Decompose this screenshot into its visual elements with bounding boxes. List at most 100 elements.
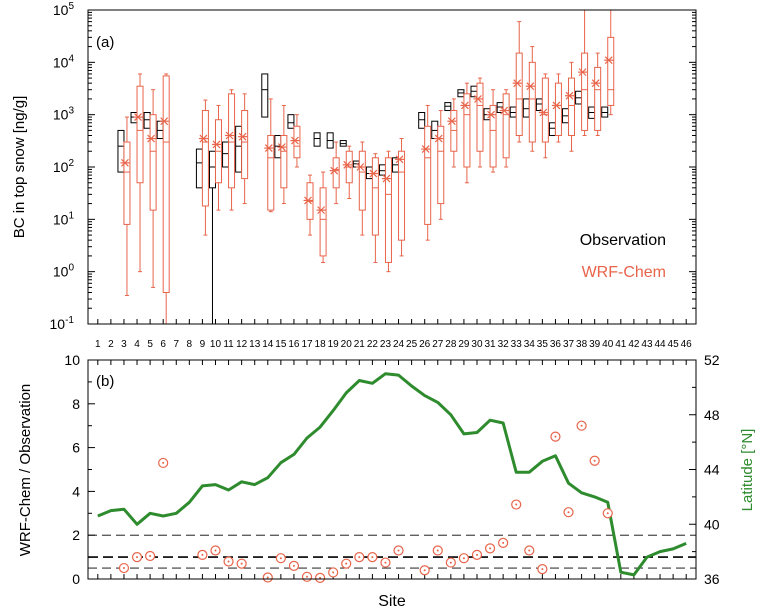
y-tick-label: 105 [53, 1, 75, 18]
ratio-marker-dot [332, 571, 335, 574]
ratio-marker-dot [292, 564, 295, 567]
site-tick-label: 34 [524, 339, 536, 350]
ratio-marker-dot [541, 568, 544, 571]
obs-box [378, 164, 386, 176]
site-tick-label: 9 [200, 339, 206, 350]
panel-b-y2-axis-label: Latitude [°N] [739, 429, 756, 512]
y-tick-exponent: 5 [68, 1, 74, 12]
y-tick-exponent: -1 [65, 315, 74, 326]
obs-box [235, 125, 243, 173]
wrf-box [358, 150, 366, 211]
obs-box [222, 141, 230, 168]
ratio-marker-dot [122, 567, 125, 570]
b-y2-tick-label: 44 [704, 462, 720, 478]
site-tick-label: 12 [236, 339, 248, 350]
y-tick-label: 104 [53, 53, 75, 70]
b-y-tick-label: 2 [72, 527, 80, 543]
wrf-box [437, 125, 445, 205]
y-tick-exponent: 3 [68, 106, 74, 117]
wrf-box [476, 82, 484, 152]
obs-box [548, 122, 556, 136]
obs-box [287, 114, 295, 129]
y-tick-exponent: 2 [68, 158, 74, 169]
site-tick-label: 8 [187, 339, 193, 350]
site-tick-label: 30 [471, 339, 483, 350]
site-tick-label: 42 [628, 339, 640, 350]
ratio-marker-dot [423, 569, 426, 572]
ratio-marker-dot [436, 549, 439, 552]
y-tick-label: 100 [53, 263, 75, 280]
ratio-marker-dot [489, 547, 492, 550]
ratio-marker-dot [266, 576, 269, 579]
panel-b-label: (b) [96, 373, 114, 390]
site-tick-label: 39 [589, 339, 601, 350]
ratio-marker-dot [279, 557, 282, 560]
site-tick-label: 7 [173, 339, 179, 350]
site-tick-label: 20 [341, 339, 353, 350]
b-y2-tick-label: 48 [704, 407, 720, 423]
site-tick-label: 43 [641, 339, 653, 350]
site-tick-label: 29 [458, 339, 470, 350]
wrf-box [228, 93, 236, 189]
wrf-box [267, 134, 275, 211]
site-tick-label: 37 [563, 339, 575, 350]
wrf-box [489, 104, 497, 168]
wrf-box [136, 85, 144, 184]
site-tick-label: 46 [681, 339, 693, 350]
site-tick-label: 10 [210, 339, 222, 350]
ratio-marker-dot [528, 549, 531, 552]
wrf-box [554, 82, 562, 136]
site-tick-label: 16 [288, 339, 300, 350]
obs-box [117, 129, 125, 173]
b-y-tick-label: 8 [72, 396, 80, 412]
ratio-marker-dot [201, 553, 204, 556]
latitude-line [97, 372, 687, 577]
site-tick-label: 6 [160, 339, 166, 350]
ratio-marker-dot [502, 541, 505, 544]
site-tick-label: 36 [550, 339, 562, 350]
site-tick-label: 17 [301, 339, 313, 350]
obs-box [418, 112, 426, 129]
ratio-marker-dot [449, 561, 452, 564]
wrf-box [424, 125, 432, 225]
ratio-marker-dot [136, 556, 139, 559]
b-y-tick-label: 4 [72, 483, 80, 499]
y-tick-label: 10-1 [50, 315, 75, 332]
panel-a-y-axis-label: BC in top snow [ng/g] [11, 96, 28, 239]
b-y2-tick-label: 52 [704, 352, 720, 368]
site-tick-label: 33 [511, 339, 523, 350]
wrf-box [162, 75, 170, 293]
site-tick-label: 27 [432, 339, 444, 350]
wrf-box [201, 110, 209, 207]
wrf-box [384, 157, 392, 263]
wrf-box [319, 187, 327, 257]
site-tick-label: 4 [134, 339, 140, 350]
legend-wrf-chem: WRF-Chem [582, 264, 666, 281]
ratio-marker-dot [593, 459, 596, 462]
wrf-box [515, 52, 523, 136]
site-tick-label: 21 [354, 339, 366, 350]
site-tick-label: 24 [393, 339, 405, 350]
wrf-box [607, 36, 615, 106]
wrf-box [241, 110, 249, 180]
wrf-box [528, 61, 536, 143]
ratio-marker-dot [606, 512, 609, 515]
y-tick-exponent: 1 [68, 210, 74, 221]
obs-box [535, 98, 543, 112]
site-tick-label: 5 [147, 339, 153, 350]
obs-box [208, 150, 216, 189]
ratio-marker-dot [162, 461, 165, 464]
site-tick-label: 22 [367, 339, 379, 350]
site-tick-label: 15 [275, 339, 287, 350]
ratio-marker-dot [554, 435, 557, 438]
wrf-box [280, 134, 288, 189]
site-tick-label: 26 [419, 339, 431, 350]
site-tick-label: 14 [262, 339, 274, 350]
ratio-marker-dot [384, 561, 387, 564]
wrf-box [594, 66, 602, 131]
ratio-marker-dot [371, 556, 374, 559]
wrf-chem-boxes [120, 9, 615, 325]
wrf-box [463, 93, 471, 168]
site-tick-label: 40 [602, 339, 614, 350]
